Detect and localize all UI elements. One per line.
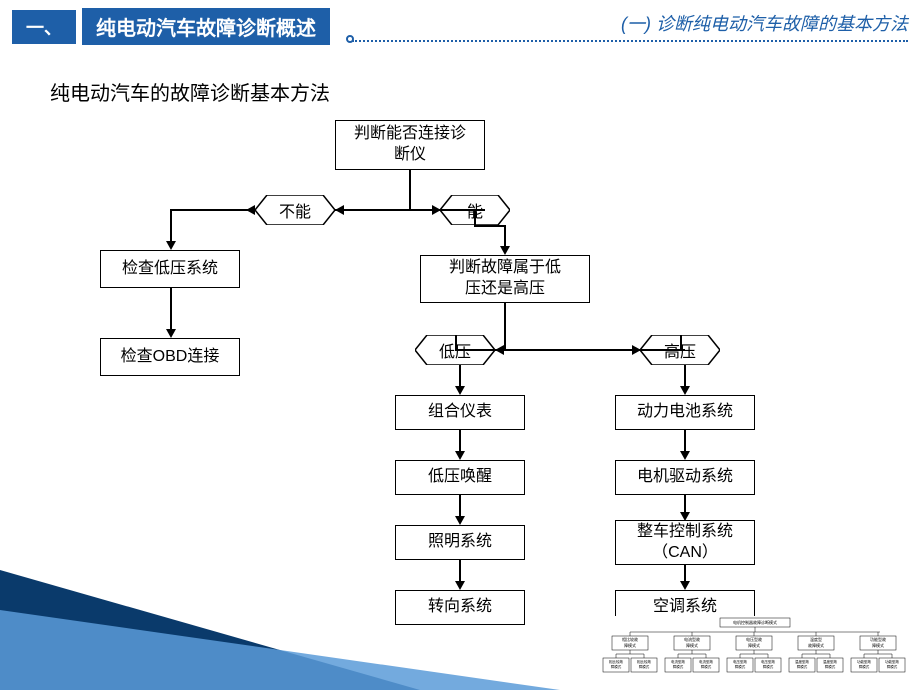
arrow-icon xyxy=(432,205,441,215)
node-root: 判断能否连接诊断仪 xyxy=(335,120,485,170)
arrow-icon xyxy=(166,329,176,338)
edge xyxy=(170,209,255,211)
edge xyxy=(170,209,172,242)
arrow-icon xyxy=(455,386,465,395)
edge xyxy=(684,365,686,387)
edge xyxy=(684,495,686,513)
svg-text:相比较故: 相比较故 xyxy=(609,659,623,664)
svg-text:障模式: 障模式 xyxy=(611,664,622,669)
arrow-icon xyxy=(335,205,344,215)
svg-text:障模式: 障模式 xyxy=(797,664,808,669)
node-motor: 电机驱动系统 xyxy=(615,460,755,495)
arrow-icon xyxy=(680,581,690,590)
svg-text:障模式: 障模式 xyxy=(701,664,712,669)
svg-text:故障模式: 故障模式 xyxy=(808,642,824,648)
header-title: 纯电动汽车故障诊断概述 xyxy=(82,8,330,45)
header-subtitle: (一) 诊断纯电动汽车故障的基本方法 xyxy=(621,10,908,36)
svg-text:功能型故: 功能型故 xyxy=(870,636,886,642)
arrow-icon xyxy=(455,516,465,525)
node-wake: 低压唤醒 xyxy=(395,460,525,495)
arrow-icon xyxy=(455,451,465,460)
svg-text:温度型故: 温度型故 xyxy=(823,659,837,664)
edge xyxy=(459,430,461,452)
node-can: 整车控制系统（CAN） xyxy=(615,520,755,565)
arrow-icon xyxy=(166,241,176,250)
svg-text:障模式: 障模式 xyxy=(624,642,636,648)
svg-text:障模式: 障模式 xyxy=(673,664,684,669)
arrow-icon xyxy=(680,512,690,521)
svg-text:障模式: 障模式 xyxy=(763,664,774,669)
section-subtitle: 纯电动汽车的故障诊断基本方法 xyxy=(50,77,920,106)
decision-cannot: 不能 xyxy=(255,195,335,225)
header-divider xyxy=(352,40,908,42)
arrow-icon xyxy=(455,581,465,590)
svg-text:功能型故: 功能型故 xyxy=(857,659,871,664)
decision-hv-label: 高压 xyxy=(664,338,696,362)
svg-text:障模式: 障模式 xyxy=(872,642,884,648)
svg-text:障模式: 障模式 xyxy=(639,664,650,669)
svg-text:障模式: 障模式 xyxy=(887,664,898,669)
svg-text:障模式: 障模式 xyxy=(735,664,746,669)
node-steering: 转向系统 xyxy=(395,590,525,625)
node-lv-or-hv: 判断故障属于低压还是高压 xyxy=(420,255,590,303)
edge xyxy=(455,349,685,351)
arrow-icon xyxy=(495,345,504,355)
edge xyxy=(409,170,411,210)
edge xyxy=(684,430,686,452)
edge xyxy=(335,209,485,211)
edge xyxy=(459,365,461,387)
svg-text:电压型故: 电压型故 xyxy=(733,659,747,664)
edge xyxy=(170,288,172,330)
arrow-icon xyxy=(500,246,510,255)
thumbnail-tree: 电机控制器故障诊断模式 相比较故障模式相比较故障模式相比较故障模式电流型故障模式… xyxy=(600,616,910,686)
decision-cannot-label: 不能 xyxy=(279,198,311,222)
svg-text:电流型故: 电流型故 xyxy=(684,636,700,642)
thumb-root: 电机控制器故障诊断模式 xyxy=(733,619,777,625)
edge xyxy=(459,560,461,582)
edge xyxy=(474,225,506,227)
svg-text:相比较故: 相比较故 xyxy=(637,659,651,664)
edge xyxy=(504,225,506,247)
svg-text:温度型故: 温度型故 xyxy=(795,659,809,664)
svg-text:障模式: 障模式 xyxy=(859,664,870,669)
arrow-icon xyxy=(246,205,255,215)
svg-text:障模式: 障模式 xyxy=(686,642,698,648)
arrow-icon xyxy=(680,451,690,460)
header-badge: 一、 xyxy=(12,10,76,44)
edge xyxy=(459,495,461,517)
svg-text:障模式: 障模式 xyxy=(825,664,836,669)
svg-text:电压型故: 电压型故 xyxy=(761,659,775,664)
node-panel: 组合仪表 xyxy=(395,395,525,430)
svg-text:相比较故: 相比较故 xyxy=(622,636,638,642)
node-obd: 检查OBD连接 xyxy=(100,338,240,376)
svg-text:电流型故: 电流型故 xyxy=(671,659,685,664)
node-battery: 动力电池系统 xyxy=(615,395,755,430)
node-check-lv: 检查低压系统 xyxy=(100,250,240,288)
svg-text:障模式: 障模式 xyxy=(748,642,760,648)
node-lighting: 照明系统 xyxy=(395,525,525,560)
arrow-icon xyxy=(680,386,690,395)
decision-lv-label: 低压 xyxy=(439,338,471,362)
decision-can-label: 能 xyxy=(467,198,483,222)
svg-text:功能型故: 功能型故 xyxy=(885,659,899,664)
flowchart: 判断能否连接诊断仪 检查低压系统 判断故障属于低压还是高压 检查OBD连接 组合… xyxy=(100,120,880,630)
arrow-icon xyxy=(632,345,641,355)
svg-text:电流型故: 电流型故 xyxy=(699,659,713,664)
svg-text:温度型: 温度型 xyxy=(810,636,822,642)
edge xyxy=(504,303,506,350)
svg-text:电压型故: 电压型故 xyxy=(746,636,762,642)
